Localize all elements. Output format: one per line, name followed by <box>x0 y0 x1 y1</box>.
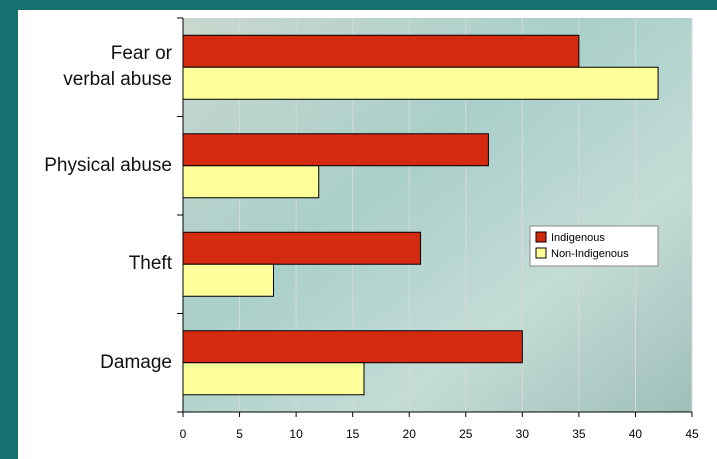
x-tick-label: 15 <box>346 427 360 441</box>
x-tick-label: 30 <box>516 427 530 441</box>
legend-box <box>529 225 659 267</box>
y-tick-label: Damage <box>100 351 172 373</box>
bar <box>182 263 274 297</box>
x-tick-label: 0 <box>180 427 187 441</box>
y-tick-label: Physical abuse <box>44 154 172 176</box>
legend-swatch <box>535 247 547 259</box>
y-tick-label: Fear or verbal abuse <box>63 43 172 91</box>
bar <box>182 231 422 265</box>
legend-label: Indigenous <box>551 232 605 244</box>
bar <box>182 66 659 100</box>
x-tick-label: 20 <box>403 427 417 441</box>
bar <box>182 165 320 199</box>
legend-label: Non-Indigenous <box>551 248 629 260</box>
x-tick-label: 5 <box>236 427 243 441</box>
bar <box>182 34 580 68</box>
bar <box>182 133 489 167</box>
legend-swatch <box>535 231 547 243</box>
x-tick-label: 35 <box>572 427 586 441</box>
x-tick-label: 10 <box>289 427 303 441</box>
bar <box>182 362 365 396</box>
x-tick-label: 45 <box>685 427 699 441</box>
y-tick-label: Theft <box>128 253 172 275</box>
bar <box>182 330 523 364</box>
x-tick-label: 40 <box>629 427 643 441</box>
x-tick-label: 25 <box>459 427 473 441</box>
